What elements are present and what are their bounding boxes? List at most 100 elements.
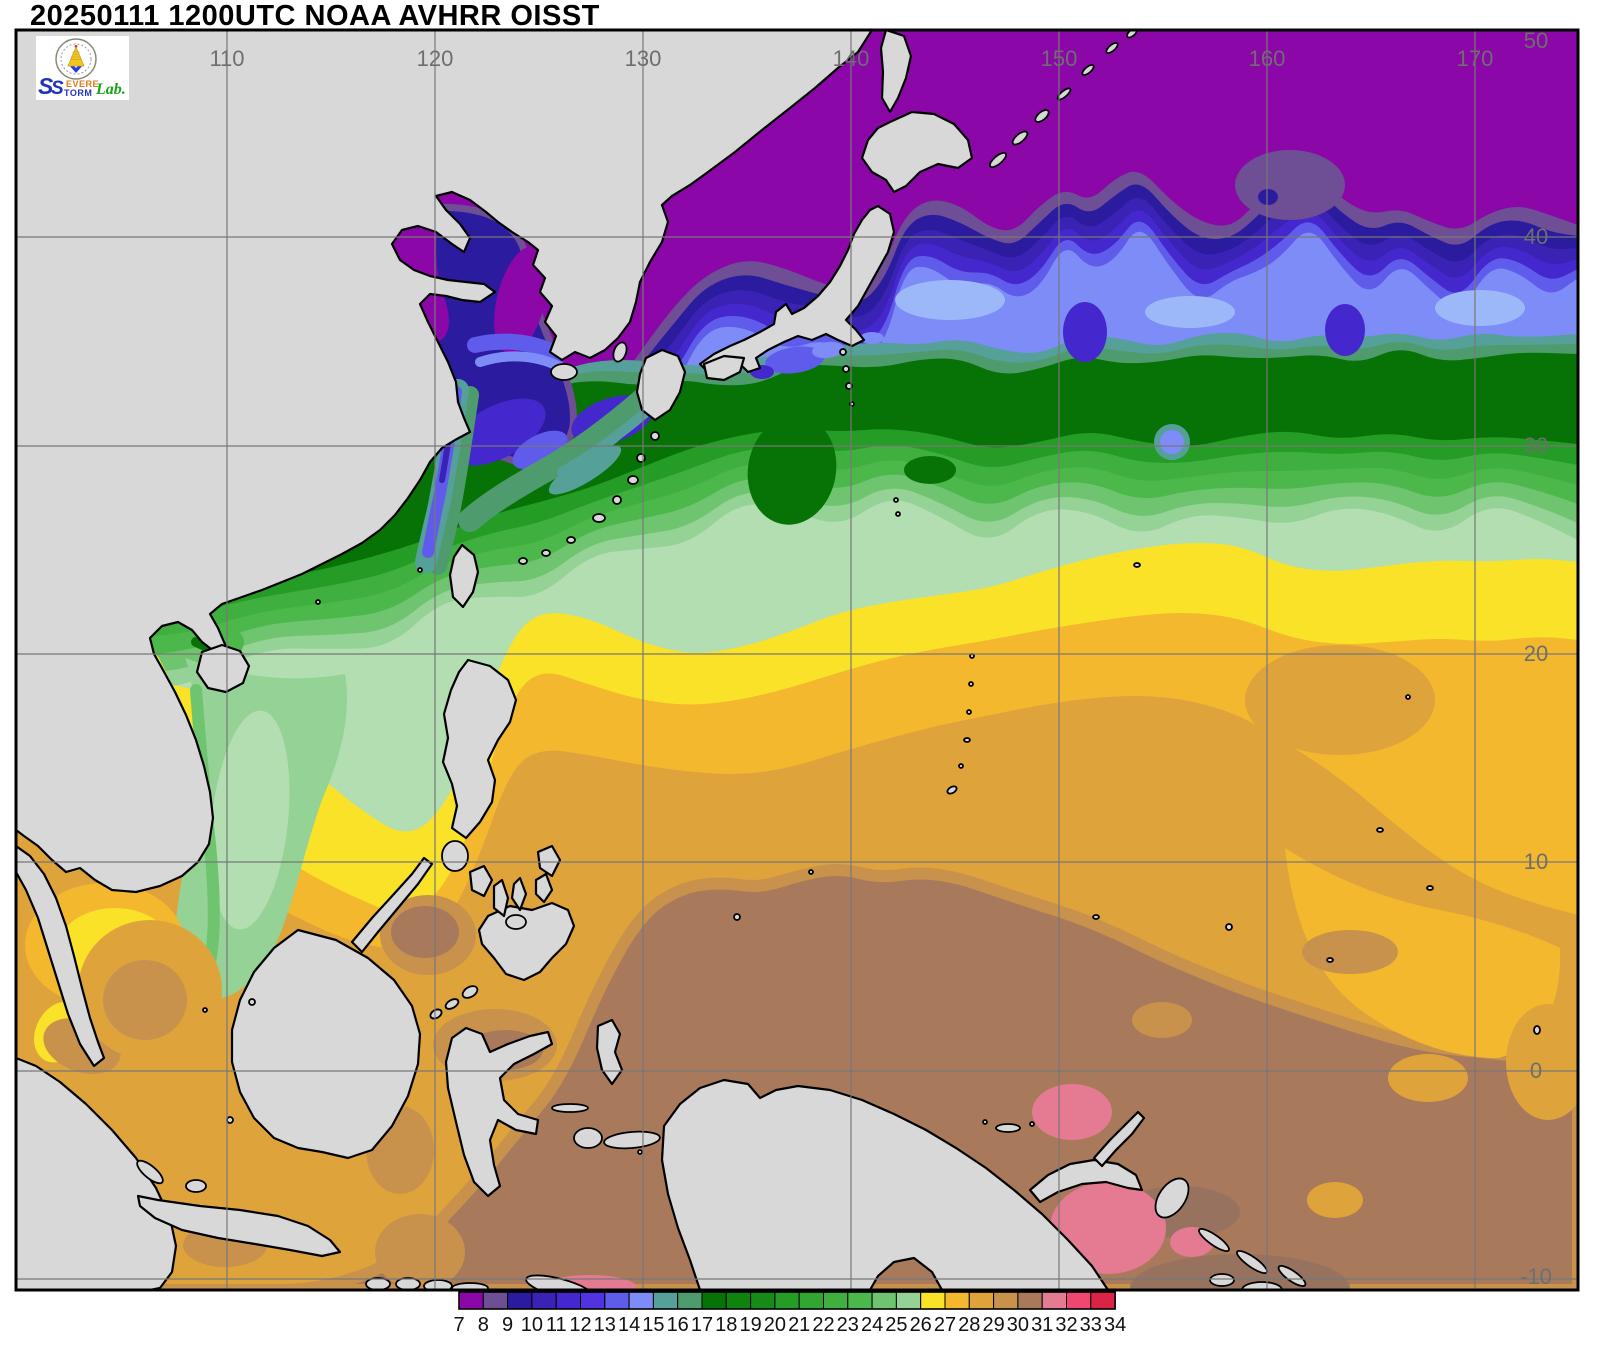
colorbar-cell xyxy=(677,1291,703,1310)
landmass xyxy=(595,1018,624,1086)
sst-patch xyxy=(1145,296,1235,328)
logo-word-storm: TORM xyxy=(64,88,93,98)
sst-patch xyxy=(391,906,459,958)
lon-label: 130 xyxy=(625,46,662,71)
island xyxy=(842,365,850,373)
island xyxy=(461,985,479,999)
colorbar-frame xyxy=(458,1291,1116,1310)
logo-letter-s2: S xyxy=(51,78,64,99)
sst-patch xyxy=(1307,1182,1363,1218)
logo-word-severe: EVERE xyxy=(66,79,100,89)
colorbar-cell xyxy=(555,1291,582,1310)
colorbar-tick-label: 32 xyxy=(1055,1314,1077,1336)
colorbar-tick-label: 24 xyxy=(861,1314,883,1336)
landmass xyxy=(195,643,251,694)
colorbar-cell xyxy=(774,1291,800,1310)
colorbar-tick-label: 31 xyxy=(1031,1314,1053,1336)
colorbar-cell xyxy=(920,1291,946,1310)
landmass xyxy=(536,844,562,878)
island xyxy=(505,914,527,930)
island xyxy=(1209,1273,1235,1287)
sst-patch xyxy=(475,351,567,373)
island xyxy=(1081,64,1095,76)
lat-label: 0 xyxy=(1530,1058,1542,1083)
colorbar-cell xyxy=(944,1291,970,1310)
lon-label: 120 xyxy=(417,46,454,71)
island xyxy=(202,1007,208,1013)
island xyxy=(958,763,964,769)
island xyxy=(636,453,646,463)
ssl-seal-icon xyxy=(55,38,97,80)
landmass xyxy=(635,348,687,422)
sst-patch xyxy=(375,1214,465,1290)
sst-patch xyxy=(860,332,884,344)
lat-label: 30 xyxy=(1524,433,1548,458)
island xyxy=(612,341,628,363)
landmass xyxy=(136,1194,342,1258)
sst-patch xyxy=(765,346,825,374)
landmass xyxy=(534,872,554,904)
colorbar-cell xyxy=(580,1291,606,1310)
landmass xyxy=(477,901,576,982)
island xyxy=(592,513,606,523)
island xyxy=(395,1277,421,1290)
colorbar-cell xyxy=(750,1291,776,1310)
colorbar-tick-label: 26 xyxy=(910,1314,932,1336)
colorbar-tick-label: 19 xyxy=(739,1314,761,1336)
colorbar-tick-label: 14 xyxy=(618,1314,640,1336)
sst-patch xyxy=(103,960,187,1040)
island xyxy=(895,511,901,517)
landmass xyxy=(510,876,528,912)
island xyxy=(968,681,974,687)
sst-patch xyxy=(1032,1084,1112,1140)
colorbar-cell xyxy=(507,1291,533,1310)
colorbar-tick-label: 33 xyxy=(1080,1314,1102,1336)
lon-label: 160 xyxy=(1249,46,1286,71)
sst-patch xyxy=(1285,848,1561,1058)
logo-word-lab: Lab. xyxy=(96,81,126,98)
sst-patch xyxy=(494,246,548,354)
colorbar-cell xyxy=(993,1291,1019,1310)
island xyxy=(365,1277,391,1290)
island xyxy=(566,536,576,544)
sst-patch xyxy=(1130,1254,1350,1290)
colorbar-cell xyxy=(1066,1291,1092,1310)
landmass xyxy=(16,30,874,894)
lat-label: 10 xyxy=(1524,849,1548,874)
colorbar-cell xyxy=(847,1291,873,1310)
island xyxy=(441,840,469,872)
island xyxy=(423,1279,453,1290)
island xyxy=(1034,109,1050,123)
island xyxy=(893,497,899,503)
map-frame xyxy=(14,28,1580,1292)
island xyxy=(518,557,528,565)
landmass xyxy=(230,928,422,1160)
island xyxy=(839,348,847,356)
colorbar-tick-label: 18 xyxy=(715,1314,737,1336)
sst-patch xyxy=(548,445,622,495)
lat-label: 20 xyxy=(1524,641,1548,666)
island xyxy=(1154,1177,1190,1219)
island xyxy=(808,869,814,875)
island xyxy=(1198,1227,1230,1253)
colorbar-cell xyxy=(871,1291,897,1310)
sst-patch xyxy=(1063,302,1107,362)
landmass xyxy=(444,1026,554,1198)
lat-label: -10 xyxy=(1520,1264,1552,1289)
sst-patch xyxy=(904,456,956,484)
colorbar-tick-label: 11 xyxy=(546,1314,567,1336)
landmass xyxy=(660,1078,1110,1290)
colorbar-tick-label: 21 xyxy=(788,1314,810,1336)
landmass xyxy=(860,110,974,194)
colorbar-tick-label: 22 xyxy=(812,1314,834,1336)
landmass xyxy=(16,844,106,1068)
sst-patch xyxy=(895,280,1005,320)
lon-label: 170 xyxy=(1457,46,1494,71)
colorbar-cell xyxy=(895,1291,922,1310)
sst-patch xyxy=(1154,424,1190,460)
colorbar-cell xyxy=(798,1291,825,1310)
sst-patch xyxy=(450,398,546,466)
island xyxy=(1011,130,1029,146)
colorbar-tick-label: 34 xyxy=(1104,1314,1126,1336)
